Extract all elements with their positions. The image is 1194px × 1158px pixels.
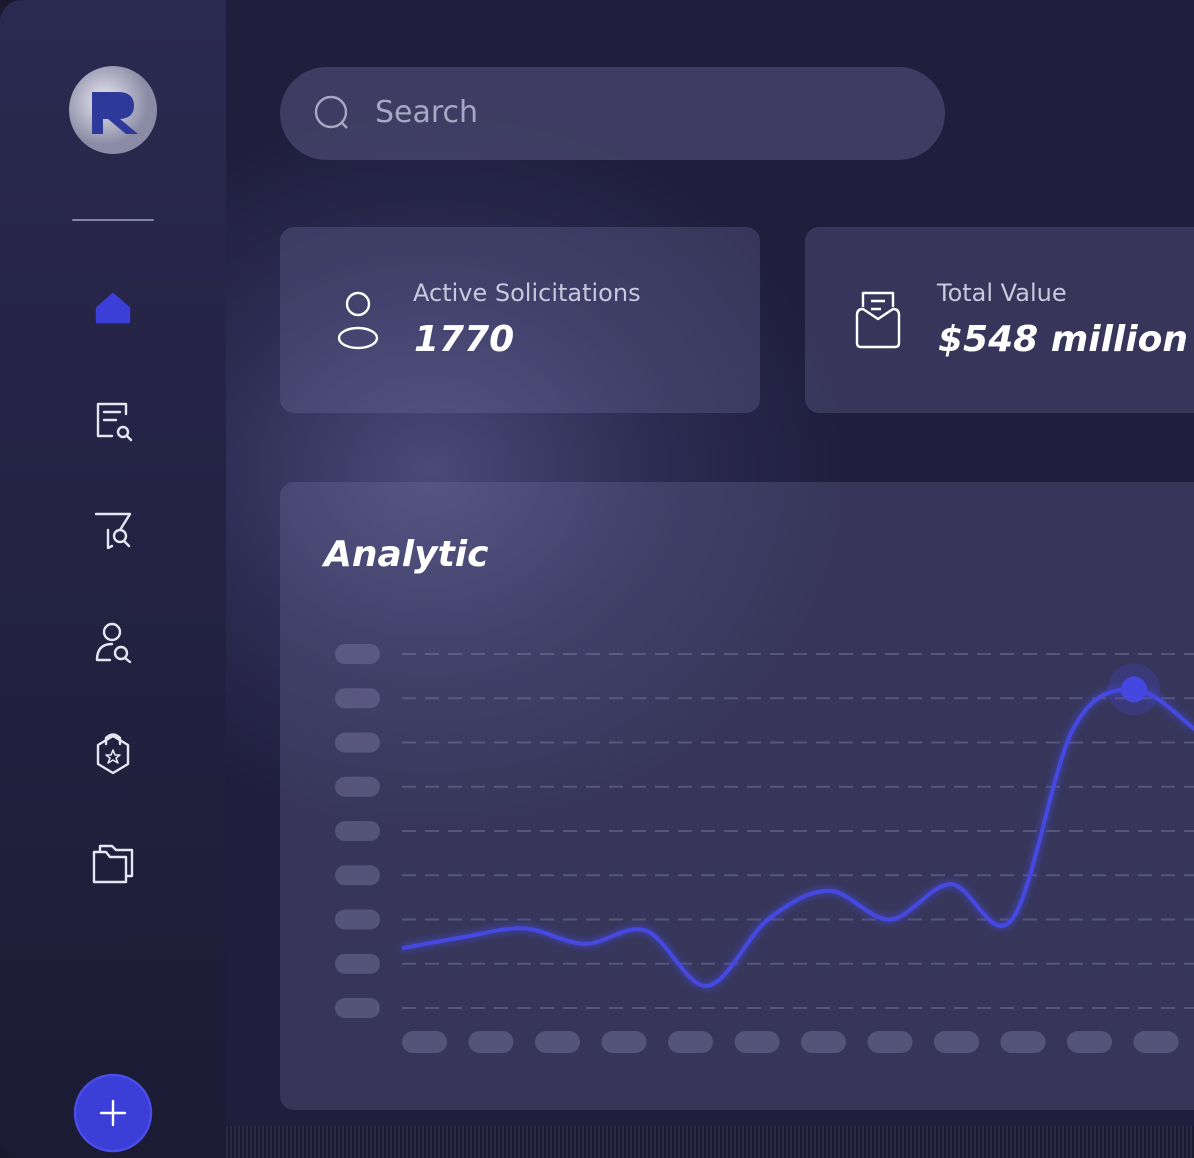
stat-card: Active Solicitations 1770 <box>280 227 760 413</box>
nav-home[interactable] <box>95 292 131 324</box>
axis-placeholder <box>335 865 380 886</box>
stat-label: Total Value <box>937 279 1067 307</box>
nav-security[interactable] <box>96 733 130 775</box>
axis-placeholder <box>335 776 380 797</box>
stat-card: Total Value $548 million <box>805 227 1194 413</box>
axis-placeholder <box>335 688 380 709</box>
axis-placeholder <box>335 953 380 974</box>
axis-placeholder <box>335 821 380 841</box>
footer-strip <box>226 1126 1194 1158</box>
axis-placeholder <box>867 1031 913 1053</box>
chart-title: Analytic <box>321 534 488 575</box>
chart-panel: Analytic <box>280 482 1194 1110</box>
axis-placeholder <box>1133 1031 1179 1053</box>
axis-placeholder <box>601 1031 647 1053</box>
nav-folders[interactable] <box>92 844 134 884</box>
search-icon <box>314 95 348 129</box>
axis-placeholder <box>468 1031 514 1053</box>
sidebar-icons <box>69 66 157 1153</box>
stat-value: 1770 <box>414 319 515 360</box>
chart: Analytic <box>321 534 1194 1053</box>
nav-documents[interactable] <box>96 402 133 442</box>
nav-filter[interactable] <box>94 512 132 550</box>
data-line <box>401 687 1194 988</box>
axis-placeholder <box>402 1031 447 1053</box>
axis-placeholder <box>801 1031 846 1053</box>
axis-placeholder <box>1000 1031 1046 1053</box>
highlight-point <box>1121 676 1147 703</box>
axis-placeholder <box>335 998 380 1018</box>
nav-contacts[interactable] <box>95 622 132 664</box>
stat-value: $548 million <box>938 319 1188 360</box>
user-icon <box>337 291 379 350</box>
axis-placeholder <box>668 1031 713 1053</box>
search-box[interactable]: Search <box>280 67 945 160</box>
axis-placeholder <box>1067 1031 1112 1053</box>
value-icon <box>855 291 901 349</box>
stat-label: Active Solicitations <box>413 279 641 307</box>
axis-placeholder <box>335 909 380 930</box>
search-placeholder: Search <box>375 95 479 130</box>
axis-placeholder <box>934 1031 979 1053</box>
axis-placeholder <box>335 644 380 664</box>
axis-placeholder <box>335 732 380 753</box>
sidebar <box>0 0 226 1158</box>
axis-placeholder <box>535 1031 580 1053</box>
axis-placeholder <box>734 1031 780 1053</box>
